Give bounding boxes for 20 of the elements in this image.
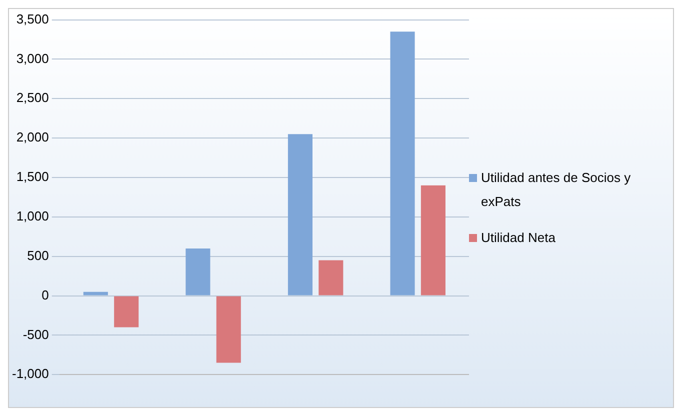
y-tick-label: 3,500 bbox=[16, 11, 49, 26]
y-tick-label: -500 bbox=[22, 326, 49, 342]
y-tick-label: 0 bbox=[42, 287, 49, 302]
bar bbox=[318, 260, 344, 296]
y-tick-label: 2,500 bbox=[16, 90, 49, 106]
bar bbox=[216, 296, 241, 363]
y-tick-label: 2,000 bbox=[16, 130, 49, 145]
y-tick-label: 1,500 bbox=[16, 169, 49, 184]
y-tick-label: 1,000 bbox=[16, 208, 49, 224]
bar bbox=[420, 185, 446, 296]
bar bbox=[186, 248, 210, 296]
legend-label: Utilidad antes de Socios y exPats bbox=[481, 169, 632, 211]
y-tick-label: 3,000 bbox=[16, 50, 49, 66]
bar bbox=[390, 32, 415, 296]
y-tick-label: -1,000 bbox=[12, 366, 49, 382]
y-tick-label: 500 bbox=[27, 248, 49, 263]
bar bbox=[83, 292, 108, 296]
bar bbox=[114, 296, 139, 328]
bar bbox=[288, 134, 313, 296]
legend-label: Utilidad Neta bbox=[481, 229, 556, 247]
